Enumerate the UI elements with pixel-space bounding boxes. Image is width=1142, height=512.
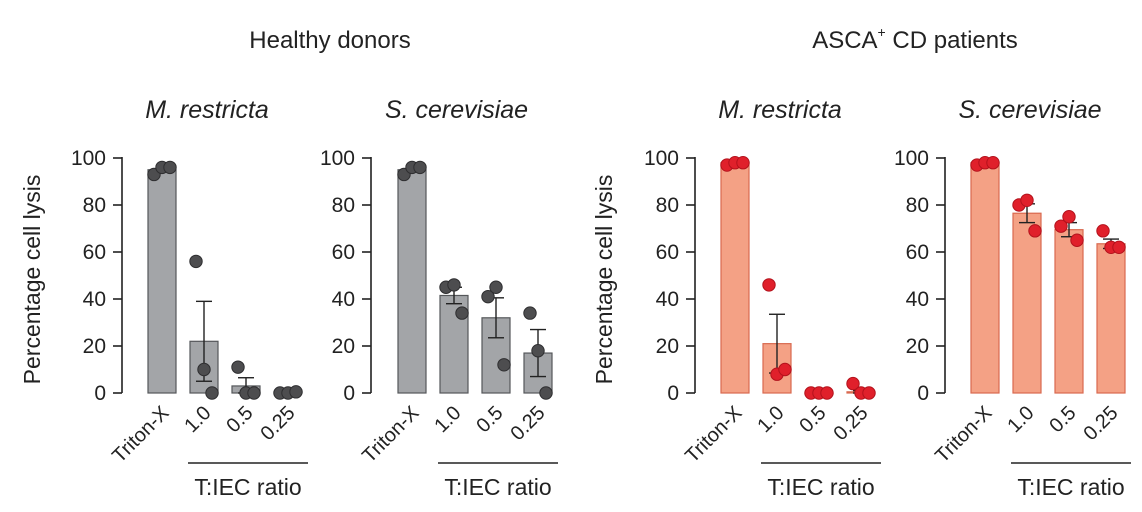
y-tick-label: 60 [656,241,679,264]
x-tick-label: 0.5 [1045,402,1080,437]
data-point [205,386,219,400]
x-group-label: T:IEC ratio [194,474,301,500]
data-point [163,160,177,175]
y-tick-label: 100 [644,147,679,170]
y-tick-label: 20 [656,335,679,358]
y-tick-label: 0 [667,382,679,405]
x-tick-label: 1.0 [753,402,788,437]
y-tick-label: 40 [906,288,929,311]
panel-title: S. cerevisiae [958,96,1101,124]
data-point [497,358,511,372]
x-tick-label: 0.5 [795,402,830,437]
data-point [820,386,834,400]
y-axis-label: Percentage cell lysis [19,175,45,385]
x-tick-label: 0.25 [1079,402,1122,445]
panel-title: S. cerevisiae [385,96,528,124]
y-tick-label: 0 [917,382,929,405]
bar-4 [1096,243,1126,394]
y-tick-label: 100 [894,147,929,170]
x-tick-label: Triton-X [931,402,996,467]
y-tick-label: 0 [343,382,355,405]
panel-title: M. restricta [718,96,842,124]
bar-1 [970,162,1000,394]
group-title-healthy: Healthy donors [249,27,410,54]
data-point [489,280,503,294]
chart-panel-3: M. restricta 0 20 40 60 80 100 Percentage cell … [591,96,881,500]
x-tick-label: 1.0 [180,402,215,437]
data-point [1112,240,1126,255]
y-tick-label: 80 [83,194,106,217]
bar-2 [1012,212,1042,394]
chart-panel-2: S. cerevisiae 0 20 40 60 80 100 Triton-X 1.0 0.50… [320,96,558,500]
x-tick-label: 1.0 [430,402,465,437]
x-tick-label: 1.0 [1003,402,1038,437]
bar-1 [720,162,750,394]
x-tick-label: 0.5 [472,402,507,437]
x-tick-label: 0.25 [256,402,299,445]
chart-panel-1: M. restricta 0 20 40 60 80 100 Percentage cell … [19,96,308,500]
data-point [862,386,876,400]
x-tick-label: 0.25 [829,402,872,445]
panel-title: M. restricta [145,96,269,124]
data-point [1020,193,1034,208]
y-tick-label: 80 [332,194,355,217]
bar-3 [1054,229,1084,394]
x-group-label: T:IEC ratio [444,474,551,500]
data-point [539,386,553,400]
data-point [778,362,792,377]
y-tick-label: 80 [656,194,679,217]
data-point [762,278,776,292]
data-point [455,306,469,320]
x-tick-label: Triton-X [681,402,746,467]
chart-panel-4: S. cerevisiae 0 20 40 60 80 100 Triton-X 1.0 0.50… [894,96,1131,500]
x-group-label: T:IEC ratio [767,474,874,500]
panels: M. restricta 0 20 40 60 80 100 Percentage cell … [19,96,1131,500]
data-point [846,376,860,391]
data-point [1062,210,1076,224]
y-tick-label: 80 [906,194,929,217]
bar-1 [397,169,427,394]
data-point [1028,224,1042,238]
y-tick-label: 100 [320,147,355,170]
y-tick-label: 20 [332,335,355,358]
x-tick-label: Triton-X [358,402,423,467]
bar-1 [147,169,177,394]
data-point [189,254,203,269]
y-tick-label: 40 [656,288,679,311]
y-tick-label: 60 [906,241,929,264]
group-title-cd: ASCA+ CD patients [812,24,1018,54]
data-point [231,360,245,374]
data-point [247,386,261,400]
y-tick-label: 20 [83,335,106,358]
y-axis-label: Percentage cell lysis [591,175,617,385]
y-tick-label: 100 [71,147,106,170]
x-tick-label: 0.25 [506,402,549,445]
x-tick-label: Triton-X [108,402,173,467]
data-point [197,362,211,377]
data-point [1070,233,1084,247]
data-point [1096,224,1110,238]
data-point [289,385,303,399]
data-point [481,289,495,304]
data-point [736,156,750,170]
y-tick-label: 0 [94,382,106,405]
data-point [531,344,545,358]
data-point [447,278,461,292]
data-point [986,156,1000,170]
y-tick-label: 20 [906,335,929,358]
y-tick-label: 40 [332,288,355,311]
x-group-label: T:IEC ratio [1017,474,1124,500]
y-tick-label: 60 [83,241,106,264]
data-point [1054,219,1068,233]
data-point [413,160,427,175]
y-tick-label: 40 [83,288,106,311]
x-tick-label: 0.5 [222,402,257,437]
y-tick-label: 60 [332,241,355,264]
data-point [523,306,537,320]
